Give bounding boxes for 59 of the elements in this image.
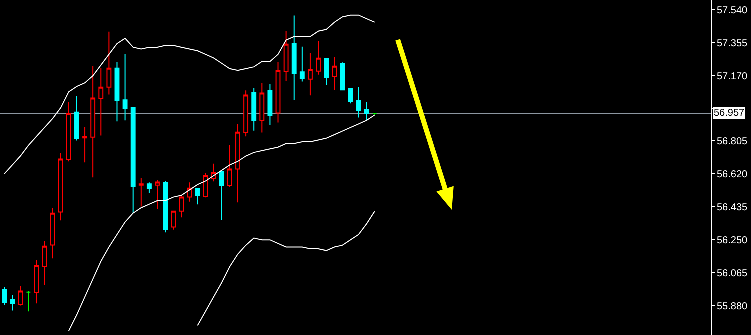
- candlestick: [284, 30, 289, 82]
- candlestick: [26, 290, 32, 312]
- candlestick: [356, 86, 362, 118]
- line-series: [4, 14, 376, 175]
- candlestick: [146, 182, 152, 194]
- candlestick: [236, 123, 240, 204]
- line-series: [197, 211, 376, 326]
- candlestick: [50, 207, 56, 260]
- candlestick: [42, 240, 48, 286]
- candlestick: [372, 112, 378, 116]
- candlestick: [348, 88, 354, 104]
- y-tick-label: 56.250: [717, 236, 748, 247]
- candlestick: [10, 294, 16, 312]
- y-tick-label: 57.540: [717, 5, 748, 16]
- candlestick: [130, 107, 136, 214]
- candlestick: [300, 46, 305, 82]
- candlestick: [90, 66, 96, 178]
- candlestick: [308, 52, 313, 96]
- y-tick-label: 57.170: [717, 71, 748, 82]
- candlestick: [66, 102, 72, 162]
- candlestick: [106, 31, 112, 96]
- candlestick: [332, 56, 338, 91]
- y-tick-label: 56.065: [717, 268, 748, 280]
- candlestick: [364, 102, 370, 121]
- candlestick: [34, 260, 40, 304]
- candlestick: [171, 210, 176, 230]
- candlestick: [187, 182, 192, 202]
- candlestick: [2, 286, 7, 306]
- candlestick: [98, 68, 104, 136]
- candlestick: [155, 179, 160, 210]
- candlestick: [268, 84, 273, 126]
- candlestick: [292, 15, 297, 101]
- candlestick: [340, 62, 346, 91]
- candlestick: [244, 90, 249, 138]
- candlestick: [276, 62, 281, 124]
- candlestick: [82, 126, 88, 164]
- candlestick: [219, 170, 224, 220]
- candlestick: [58, 152, 64, 222]
- candlestick: [203, 172, 208, 198]
- ref-line-label: 56.957: [714, 108, 746, 119]
- candlestick: [163, 180, 168, 234]
- candlestick: [18, 285, 24, 306]
- y-tick-label: 55.880: [717, 302, 748, 313]
- candlestick: [114, 62, 120, 122]
- y-tick-label: 57.355: [717, 38, 748, 50]
- candlestick: [316, 40, 321, 76]
- line-series: [68, 114, 376, 332]
- candlestick: [179, 196, 184, 218]
- y-tick-label: 56.435: [717, 202, 748, 214]
- candlestick: [122, 54, 128, 122]
- candlestick: [260, 82, 265, 134]
- candlestick: [74, 95, 80, 142]
- candlestick: [252, 87, 257, 132]
- candlestick: [195, 188, 200, 206]
- candlestick: [324, 58, 330, 86]
- candlestick: [138, 178, 144, 208]
- y-tick-label: 56.805: [717, 136, 748, 148]
- candlestick: [227, 144, 232, 188]
- y-tick-label: 56.620: [717, 170, 748, 181]
